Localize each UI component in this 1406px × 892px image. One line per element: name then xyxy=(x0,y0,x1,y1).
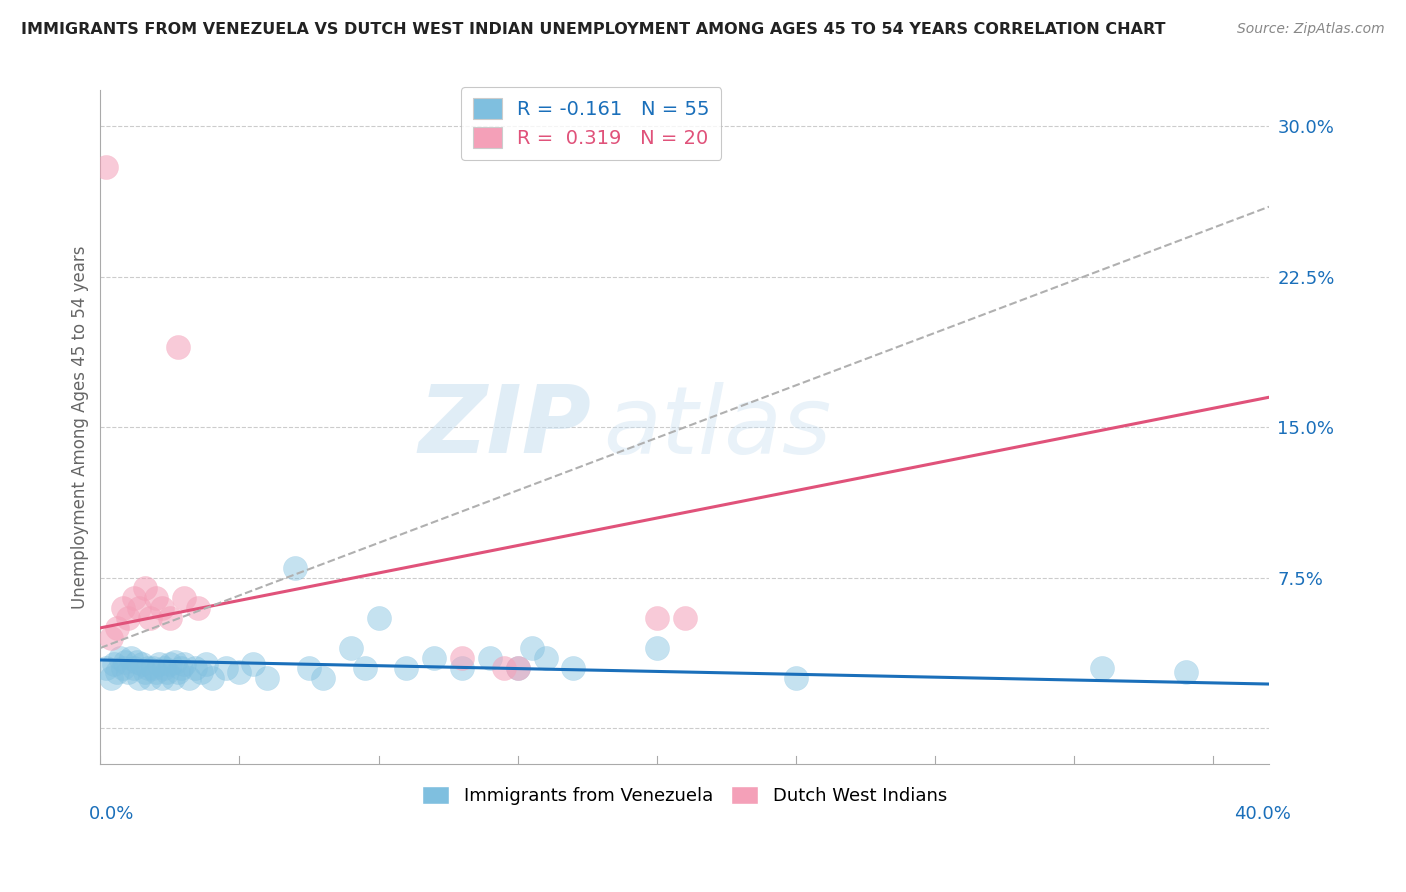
Point xyxy=(108,651,131,665)
Point xyxy=(139,671,162,685)
Legend: R = -0.161   N = 55, R =  0.319   N = 20: R = -0.161 N = 55, R = 0.319 N = 20 xyxy=(461,87,721,161)
Point xyxy=(195,657,218,671)
Point xyxy=(111,600,134,615)
Point xyxy=(156,665,179,679)
Point xyxy=(562,661,585,675)
Point xyxy=(520,640,543,655)
Point xyxy=(94,160,117,174)
Text: 0.0%: 0.0% xyxy=(89,805,134,822)
Point xyxy=(284,560,307,574)
Point xyxy=(114,655,136,669)
Point xyxy=(145,665,167,679)
Point xyxy=(645,611,668,625)
Point xyxy=(256,671,278,685)
Point xyxy=(122,661,145,675)
Point xyxy=(136,661,159,675)
Point xyxy=(395,661,418,675)
Point xyxy=(506,661,529,675)
Point xyxy=(148,657,170,671)
Point xyxy=(179,671,201,685)
Text: IMMIGRANTS FROM VENEZUELA VS DUTCH WEST INDIAN UNEMPLOYMENT AMONG AGES 45 TO 54 : IMMIGRANTS FROM VENEZUELA VS DUTCH WEST … xyxy=(21,22,1166,37)
Point xyxy=(117,665,139,679)
Text: 40.0%: 40.0% xyxy=(1234,805,1291,822)
Point xyxy=(1091,661,1114,675)
Point xyxy=(100,671,122,685)
Point xyxy=(150,671,173,685)
Text: atlas: atlas xyxy=(603,382,831,473)
Point xyxy=(451,651,474,665)
Point xyxy=(111,661,134,675)
Point xyxy=(128,671,150,685)
Point xyxy=(159,611,181,625)
Point xyxy=(673,611,696,625)
Point xyxy=(162,671,184,685)
Point xyxy=(451,661,474,675)
Point xyxy=(145,591,167,605)
Point xyxy=(105,665,128,679)
Point xyxy=(478,651,501,665)
Point xyxy=(120,651,142,665)
Point xyxy=(105,621,128,635)
Point xyxy=(228,665,250,679)
Point xyxy=(423,651,446,665)
Point xyxy=(190,665,212,679)
Point xyxy=(125,655,148,669)
Point xyxy=(122,591,145,605)
Point xyxy=(367,611,389,625)
Point xyxy=(139,611,162,625)
Point xyxy=(167,340,190,354)
Text: ZIP: ZIP xyxy=(419,381,591,474)
Point xyxy=(184,661,207,675)
Point xyxy=(534,651,557,665)
Point xyxy=(103,657,125,671)
Point xyxy=(1174,665,1197,679)
Point xyxy=(134,581,156,595)
Point xyxy=(100,631,122,645)
Point xyxy=(142,661,165,675)
Point xyxy=(117,611,139,625)
Point xyxy=(165,655,187,669)
Point xyxy=(298,661,321,675)
Point xyxy=(153,661,176,675)
Point xyxy=(201,671,224,685)
Point xyxy=(506,661,529,675)
Point xyxy=(785,671,807,685)
Point xyxy=(167,665,190,679)
Point xyxy=(645,640,668,655)
Point xyxy=(159,657,181,671)
Point xyxy=(339,640,361,655)
Point xyxy=(94,661,117,675)
Point xyxy=(170,661,193,675)
Point xyxy=(214,661,236,675)
Point xyxy=(128,600,150,615)
Point xyxy=(131,657,153,671)
Point xyxy=(173,657,195,671)
Point xyxy=(187,600,209,615)
Point xyxy=(134,665,156,679)
Point xyxy=(242,657,264,671)
Point xyxy=(492,661,515,675)
Y-axis label: Unemployment Among Ages 45 to 54 years: Unemployment Among Ages 45 to 54 years xyxy=(72,245,89,609)
Point xyxy=(173,591,195,605)
Text: Source: ZipAtlas.com: Source: ZipAtlas.com xyxy=(1237,22,1385,37)
Point xyxy=(150,600,173,615)
Point xyxy=(312,671,335,685)
Point xyxy=(353,661,375,675)
